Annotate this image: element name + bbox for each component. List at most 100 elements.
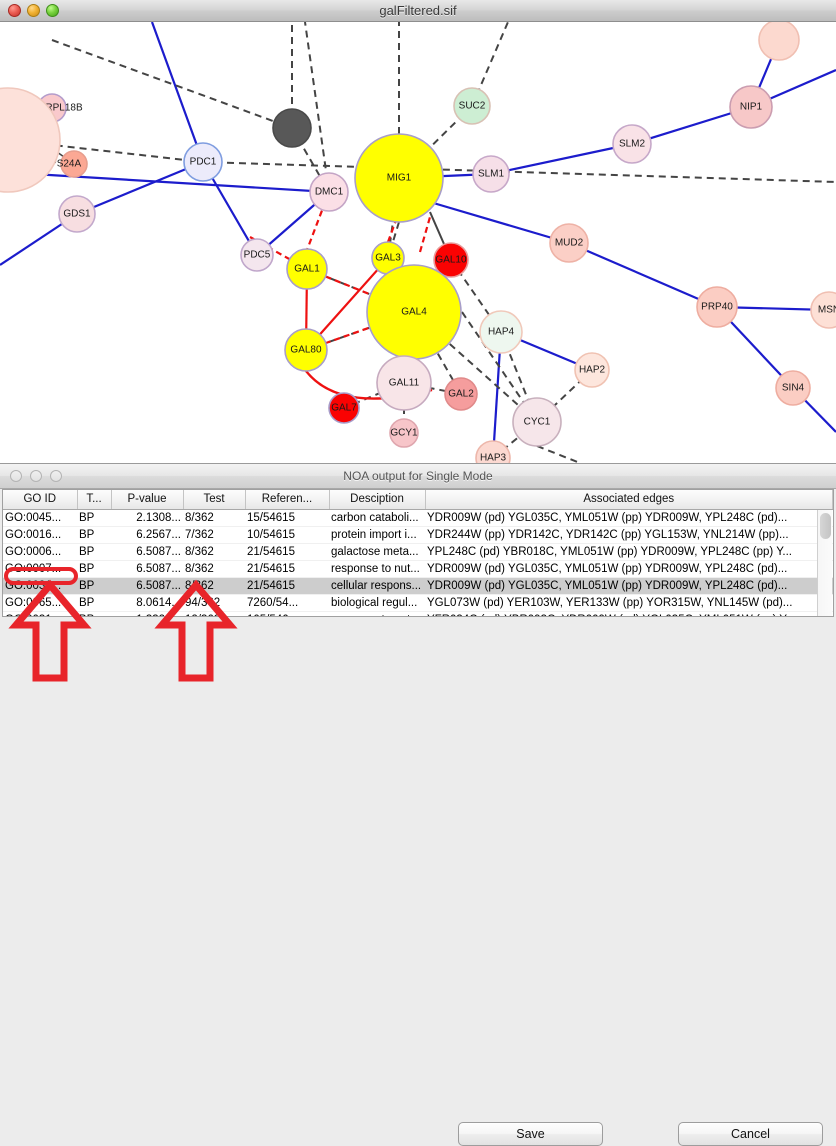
graph-node-circle[interactable] xyxy=(696,286,738,328)
graph-node-circle[interactable] xyxy=(376,355,432,411)
graph-node-pdc1[interactable]: PDC1 xyxy=(183,142,223,182)
graph-node-circle[interactable] xyxy=(240,238,274,272)
table-row[interactable]: GO:0016... BP 6.2567... 7/362 10/54615 protei… xyxy=(3,526,833,544)
graph-node-circle[interactable] xyxy=(549,223,589,263)
zoom-button[interactable] xyxy=(46,4,59,17)
graph-node-circle[interactable] xyxy=(272,108,312,148)
graph-node-circle[interactable] xyxy=(309,172,349,212)
graph-node-circle[interactable] xyxy=(479,310,523,354)
graph-edge-pdc1-top[interactable] xyxy=(150,22,205,163)
graph-node-mig1[interactable]: MIG1 xyxy=(354,133,444,223)
noa-zoom-button[interactable] xyxy=(50,470,62,482)
noa-results-table-wrapper[interactable]: GO ID T... P-value Test Referen... Desci… xyxy=(2,489,834,617)
close-button[interactable] xyxy=(8,4,21,17)
noa-minimize-button[interactable] xyxy=(30,470,42,482)
graph-node-circle[interactable] xyxy=(612,124,652,164)
graph-node-circle[interactable] xyxy=(472,155,510,193)
graph-node-circle[interactable] xyxy=(0,87,61,193)
graph-node-circle[interactable] xyxy=(354,133,444,223)
table-row[interactable]: GO:0031... BP 6.5087... 8/362 21/54615 cellul… xyxy=(3,577,833,595)
cancel-button[interactable]: Cancel xyxy=(678,1122,823,1146)
graph-node-circle[interactable] xyxy=(444,377,478,411)
column-header-type[interactable]: T... xyxy=(77,490,112,510)
column-header-description[interactable]: Desciption xyxy=(329,490,426,510)
graph-edge-dmc1-top[interactable] xyxy=(304,22,330,193)
graph-node-hap3[interactable]: HAP3 xyxy=(475,440,511,463)
graph-node-circle[interactable] xyxy=(758,22,800,61)
graph-node-slm2[interactable]: SLM2 xyxy=(612,124,652,164)
graph-node-circle[interactable] xyxy=(574,352,610,388)
graph-node-circle[interactable] xyxy=(810,291,836,329)
graph-node-circle[interactable] xyxy=(286,248,328,290)
graph-node-circle[interactable] xyxy=(389,418,419,448)
graph-node-circle[interactable] xyxy=(433,242,469,278)
graph-edge-gal3-mig1-red[interactable] xyxy=(386,211,401,243)
graph-edge-dashed-topleft[interactable] xyxy=(51,39,293,129)
graph-node-circle[interactable] xyxy=(512,397,562,447)
graph-node-mud2[interactable]: MUD2 xyxy=(549,223,589,263)
column-header-reference[interactable]: Referen... xyxy=(245,490,330,510)
graph-edge-left-dmc1[interactable] xyxy=(0,170,330,194)
table-row[interactable]: GO:0007... BP 6.5087... 8/362 21/54615 respon… xyxy=(3,560,833,578)
graph-node-top_pink[interactable] xyxy=(758,22,800,61)
table-row[interactable]: GO:0045... BP 2.1308... 8/362 15/54615 carbon… xyxy=(3,509,833,527)
graph-node-circle[interactable] xyxy=(284,328,328,372)
column-header-go-id[interactable]: GO ID xyxy=(3,490,78,510)
graph-node-big_left[interactable] xyxy=(0,87,61,193)
graph-node-suc2[interactable]: SUC2 xyxy=(453,87,491,125)
graph-edge-MUD2-PRP40[interactable] xyxy=(568,241,718,309)
graph-node-circle[interactable] xyxy=(60,150,88,178)
table-row[interactable]: GO:0006... BP 6.5087... 8/362 21/54615 galact… xyxy=(3,543,833,561)
graph-node-circle[interactable] xyxy=(453,87,491,125)
graph-edge-cyc1-bottom[interactable] xyxy=(536,445,581,463)
graph-node-pdc5[interactable]: PDC5 xyxy=(240,238,274,272)
graph-node-circle[interactable] xyxy=(775,370,811,406)
column-header-associated-edges[interactable]: Associated edges xyxy=(425,490,833,510)
graph-node-dmc1[interactable]: DMC1 xyxy=(309,172,349,212)
graph-node-cyc1[interactable]: CYC1 xyxy=(512,397,562,447)
graph-node-gal2[interactable]: GAL2 xyxy=(444,377,478,411)
graph-node-rps24a[interactable]: RPS24A xyxy=(43,150,88,178)
graph-node-gal7[interactable]: GAL7 xyxy=(328,392,360,424)
graph-edge-bigleft-pdc1[interactable] xyxy=(7,139,204,163)
graph-node-dark[interactable] xyxy=(272,108,312,148)
graph-node-gal1[interactable]: GAL1 xyxy=(286,248,328,290)
graph-node-gal80[interactable]: GAL80 xyxy=(284,328,328,372)
graph-node-sin4[interactable]: SIN4 xyxy=(775,370,811,406)
graph-node-msn[interactable]: MSN xyxy=(810,291,836,329)
noa-results-table[interactable]: GO ID T... P-value Test Referen... Desci… xyxy=(3,490,833,616)
graph-node-gal3[interactable]: GAL3 xyxy=(371,241,405,275)
network-graph-canvas[interactable]: RPL18B RPS24A GDS1 PDC1 PDC5 DMC1 MIG1 SUC2 SLM1… xyxy=(0,22,836,463)
graph-edge-GDS1-PDC1[interactable] xyxy=(76,160,204,216)
table-row[interactable]: GO:0031...BP1.3324...12/362105/546...res… xyxy=(3,611,833,616)
graph-node-nip1[interactable]: NIP1 xyxy=(729,85,773,129)
graph-node-gal10[interactable]: GAL10 xyxy=(433,242,469,278)
column-header-test[interactable]: Test xyxy=(183,490,246,510)
graph-node-gcy1[interactable]: GCY1 xyxy=(389,418,419,448)
noa-close-button[interactable] xyxy=(10,470,22,482)
column-header-p-value[interactable]: P-value xyxy=(111,490,184,510)
save-button[interactable]: Save xyxy=(458,1122,603,1146)
table-vertical-scrollbar[interactable] xyxy=(817,510,832,616)
graph-edge-gal4-mig1-red[interactable] xyxy=(418,216,432,253)
graph-node-circle[interactable] xyxy=(729,85,773,129)
graph-node-hap2[interactable]: HAP2 xyxy=(574,352,610,388)
graph-node-circle[interactable] xyxy=(328,392,360,424)
graph-edge-SLM1-SLM2[interactable] xyxy=(490,142,633,176)
graph-node-gds1[interactable]: GDS1 xyxy=(58,195,96,233)
graph-edge-HAP3-CYC1[interactable] xyxy=(492,421,538,459)
graph-node-gal4[interactable]: GAL4 xyxy=(366,264,462,360)
graph-node-hap4[interactable]: HAP4 xyxy=(479,310,523,354)
minimize-button[interactable] xyxy=(27,4,40,17)
graph-node-prp40[interactable]: PRP40 xyxy=(696,286,738,328)
graph-node-circle[interactable] xyxy=(58,195,96,233)
graph-edge-mig1-gal3b[interactable] xyxy=(387,221,400,259)
graph-node-slm1[interactable]: SLM1 xyxy=(472,155,510,193)
graph-node-circle[interactable] xyxy=(183,142,223,182)
graph-node-circle[interactable] xyxy=(475,440,511,463)
table-scrollbar-thumb[interactable] xyxy=(820,513,831,539)
graph-edge-pdc1-right[interactable] xyxy=(202,161,836,183)
graph-edge-mig1-mud2[interactable] xyxy=(429,200,570,245)
table-row[interactable]: GO:0065... BP 8.0614... 94/362 7260/54... bio… xyxy=(3,594,833,612)
graph-node-gal11[interactable]: GAL11 xyxy=(376,355,432,411)
